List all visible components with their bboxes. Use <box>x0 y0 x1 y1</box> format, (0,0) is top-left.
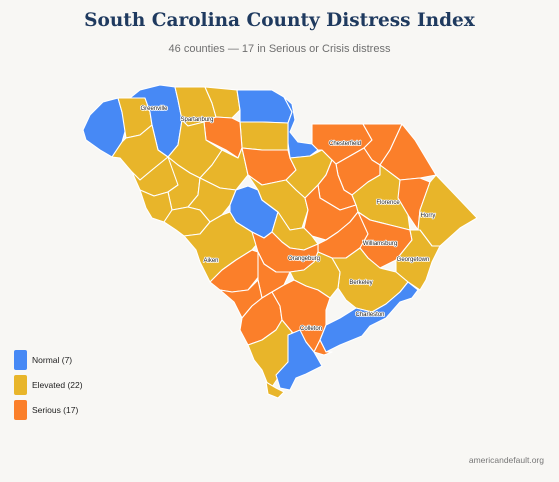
county-labels: Greenville Spartanburg Chesterfield Flor… <box>140 105 436 333</box>
county-charleston-islands[interactable] <box>313 339 333 356</box>
county-label-florence: Florence <box>376 200 400 206</box>
county-label-chesterfield: Chesterfield <box>329 141 361 147</box>
legend-item-elevated[interactable]: Elevated (22) <box>14 375 83 395</box>
legend-label-elevated: Elevated (22) <box>32 380 83 390</box>
county-label-greenville: Greenville <box>140 106 168 112</box>
legend-item-serious[interactable]: Serious (17) <box>14 400 83 420</box>
legend-item-normal[interactable]: Normal (7) <box>14 350 83 370</box>
map-subtitle: 46 counties — 17 in Serious or Crisis di… <box>168 43 391 55</box>
county-jasper-tip[interactable] <box>265 381 285 399</box>
county-label-williamsburg: Williamsburg <box>363 241 397 247</box>
county-charleston[interactable] <box>319 281 419 353</box>
county-label-colleton: Colleton <box>300 326 322 332</box>
legend-swatch-normal <box>14 350 27 370</box>
county-chester[interactable] <box>239 121 289 151</box>
source-credit: americandefault.org <box>468 455 544 465</box>
county-georgetown[interactable] <box>395 229 441 291</box>
county-polygons <box>82 84 478 399</box>
legend-swatch-serious <box>14 400 27 420</box>
county-label-charleston: Charleston <box>355 312 384 318</box>
county-dorchester[interactable] <box>289 251 341 299</box>
county-label-horry: Horry <box>421 213 436 219</box>
map-title: South Carolina County Distress Index <box>84 10 475 31</box>
county-richland[interactable] <box>247 174 309 231</box>
county-label-spartanburg: Spartanburg <box>180 117 213 123</box>
county-label-aiken: Aiken <box>203 258 218 264</box>
legend: Normal (7) Elevated (22) Serious (17) <box>14 350 83 425</box>
county-label-orangeburg: Orangeburg <box>288 256 320 262</box>
county-label-berkeley: Berkeley <box>349 280 372 286</box>
county-label-georgetown: Georgetown <box>397 257 430 263</box>
county-beaufort[interactable] <box>275 329 323 391</box>
legend-label-normal: Normal (7) <box>32 355 73 365</box>
county-york[interactable] <box>236 89 293 124</box>
legend-label-serious: Serious (17) <box>32 405 79 415</box>
legend-swatch-elevated <box>14 375 27 395</box>
